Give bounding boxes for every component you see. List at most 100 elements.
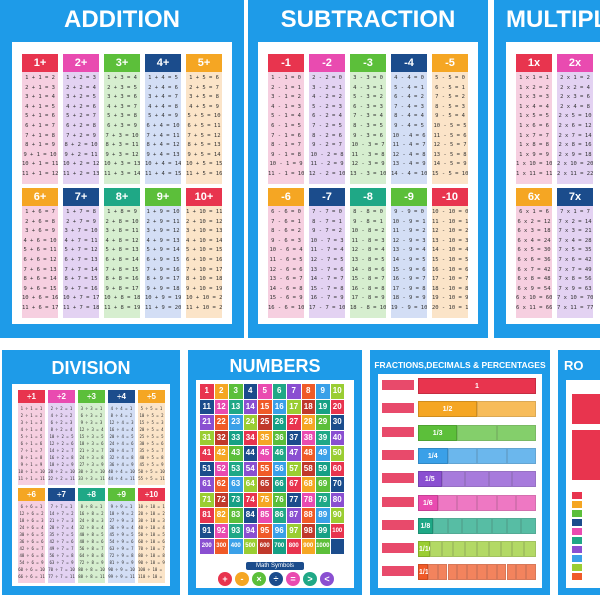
equation: 8 - 3 = 5 (353, 122, 383, 129)
equation: 2 + 8 = 10 (105, 218, 139, 225)
addition-column-5: 1 + 5 = 6 2 + 5 = 7 3 + 5 = 8 4 + 5 = 9 5 + … (186, 72, 222, 184)
number-cell: 39 (316, 430, 330, 445)
equation: 100 ÷ 10 = 10 (138, 567, 165, 572)
equation: 4 + 2 = 6 (66, 103, 96, 110)
equation: 7 - 5 = 2 (435, 94, 465, 101)
equation: 6 + 2 = 8 (66, 122, 96, 129)
equation: 5 + 10 = 15 (186, 247, 222, 254)
fraction-segment (512, 471, 536, 488)
fraction-segment (491, 517, 507, 534)
equation: 7 - 3 = 4 (353, 113, 383, 120)
equation: 21 ÷ 7 = 3 (49, 518, 74, 523)
roman-row-8 (572, 564, 582, 571)
equation: 8 - 4 = 4 (394, 113, 424, 120)
equation: 8 + 4 = 12 (146, 142, 180, 149)
equation: 16 - 6 = 10 (268, 304, 304, 311)
equation: 5 + 7 = 12 (64, 247, 98, 254)
equation: 10 - 9 = 1 (392, 218, 426, 225)
equation: 14 - 4 = 10 (391, 170, 427, 177)
equation: 6 ÷ 2 = 3 (50, 420, 73, 425)
subtraction-column-7: 7 - 7 = 0 8 - 7 = 1 9 - 7 = 2 10 - 7 = 3 11 … (309, 206, 345, 318)
fraction-label-1 (382, 403, 414, 414)
numbers-title: NUMBERS (229, 356, 321, 376)
equation: 2 - 2 = 0 (312, 75, 342, 81)
number-cell: 30 (330, 415, 344, 430)
equation: 70 ÷ 10 = 7 (138, 546, 165, 551)
division-column-2: 2 ÷ 2 = 1 4 ÷ 2 = 2 6 ÷ 2 = 3 8 ÷ 2 = 4 10 ÷… (48, 403, 75, 485)
equation: 48 ÷ 8 = 6 (79, 539, 104, 544)
equation: 7 - 2 = 5 (312, 122, 342, 129)
fraction-segment (457, 564, 468, 581)
number-cell: 600 (258, 539, 272, 554)
equation: 5 + 1 = 6 (25, 113, 55, 120)
number-cell: 84 (243, 508, 257, 523)
equation: 12 - 3 = 9 (351, 161, 385, 168)
equation: 5 + 6 = 11 (23, 247, 57, 254)
subtraction-poster: SUBTRACTION -1 1 - 1 = 0 2 - 1 = 1 3 - 1 = … (248, 0, 488, 338)
fraction-segment (429, 541, 442, 558)
number-cell: 55 (258, 461, 272, 476)
number-cell: 37 (287, 430, 301, 445)
roman-row-1 (572, 501, 582, 508)
equation: 10 ÷ 1 = 10 (18, 469, 45, 474)
number-cell: 12 (214, 399, 228, 414)
equation: 21 ÷ 3 = 7 (79, 448, 104, 453)
equation: 7 - 7 = 0 (312, 209, 342, 215)
number-cell: 59 (316, 461, 330, 476)
number-cell: 33 (229, 430, 243, 445)
division-title: DIVISION (51, 358, 131, 378)
number-cell: 1000 (316, 539, 330, 554)
equation: 3 + 7 = 10 (64, 228, 98, 235)
number-cell: 41 (200, 446, 214, 461)
equation: 8 ÷ 8 = 1 (80, 504, 103, 509)
equation: 12 - 8 = 4 (351, 247, 385, 254)
number-cell: 64 (243, 477, 257, 492)
equation: 12 - 5 = 7 (433, 142, 467, 149)
multiplication-header-2: 2x (557, 54, 593, 72)
number-cell: 1 (200, 384, 214, 399)
number-cell: 8 (301, 384, 315, 399)
equation: 2 + 7 = 9 (66, 218, 96, 225)
equation: 1 + 6 = 7 (25, 209, 55, 215)
equation: 4 + 10 = 14 (186, 237, 222, 244)
equation: 8 + 7 = 15 (64, 276, 98, 283)
number-cell: 68 (301, 477, 315, 492)
equation: 4 - 4 = 0 (394, 75, 424, 81)
equation: 19 - 9 = 10 (391, 304, 427, 311)
equation: 6 + 3 = 9 (107, 122, 137, 129)
multiplication-column-6: 6 x 1 = 6 6 x 2 = 12 6 x 3 = 18 6 x 4 = 24 6… (516, 206, 552, 318)
equation: 1 + 1 = 2 (25, 75, 55, 81)
equation: 7 + 8 = 15 (105, 266, 139, 273)
equation: 11 ÷ 1 = 11 (18, 476, 45, 481)
addition-column-2: 1 + 2 = 3 2 + 2 = 4 3 + 2 = 5 4 + 2 = 6 5 + … (63, 72, 99, 184)
number-cell: 83 (229, 508, 243, 523)
equation: 17 - 9 = 8 (392, 285, 426, 292)
number-cell: 5 (258, 384, 272, 399)
number-cell: 89 (316, 508, 330, 523)
number-cell: 34 (243, 430, 257, 445)
equation: 6 + 6 = 12 (23, 256, 57, 263)
equation: 10 - 10 = 0 (432, 209, 468, 215)
equation: 16 ÷ 4 = 4 (109, 427, 134, 432)
equation: 24 ÷ 8 = 3 (79, 518, 104, 523)
equation: 35 ÷ 7 = 5 (49, 532, 74, 537)
equation: 10 + 1 = 11 (22, 161, 58, 168)
equation: 6 x 4 = 24 (517, 237, 551, 244)
roman-feature-block-2 (572, 430, 600, 480)
number-cell: 38 (301, 430, 315, 445)
number-cell: 20 (330, 399, 344, 414)
fraction-label-2 (382, 426, 414, 437)
number-cell: 40 (330, 430, 344, 445)
equation: 10 - 2 = 8 (310, 151, 344, 158)
equation: 7 x 10 = 70 (557, 295, 593, 302)
equation: 48 ÷ 6 = 8 (19, 553, 44, 558)
equation: 6 x 9 = 54 (517, 285, 551, 292)
equation: 20 ÷ 2 = 10 (48, 469, 75, 474)
equation: 6 x 3 = 18 (517, 228, 551, 235)
fraction-segment (465, 541, 477, 558)
symbol-circle-5: > (303, 572, 317, 586)
equation: 6 + 5 = 11 (187, 122, 221, 129)
number-cell: 95 (258, 523, 272, 538)
equation: 5 - 1 = 4 (271, 113, 301, 120)
equation: 2 x 9 = 18 (558, 151, 592, 158)
